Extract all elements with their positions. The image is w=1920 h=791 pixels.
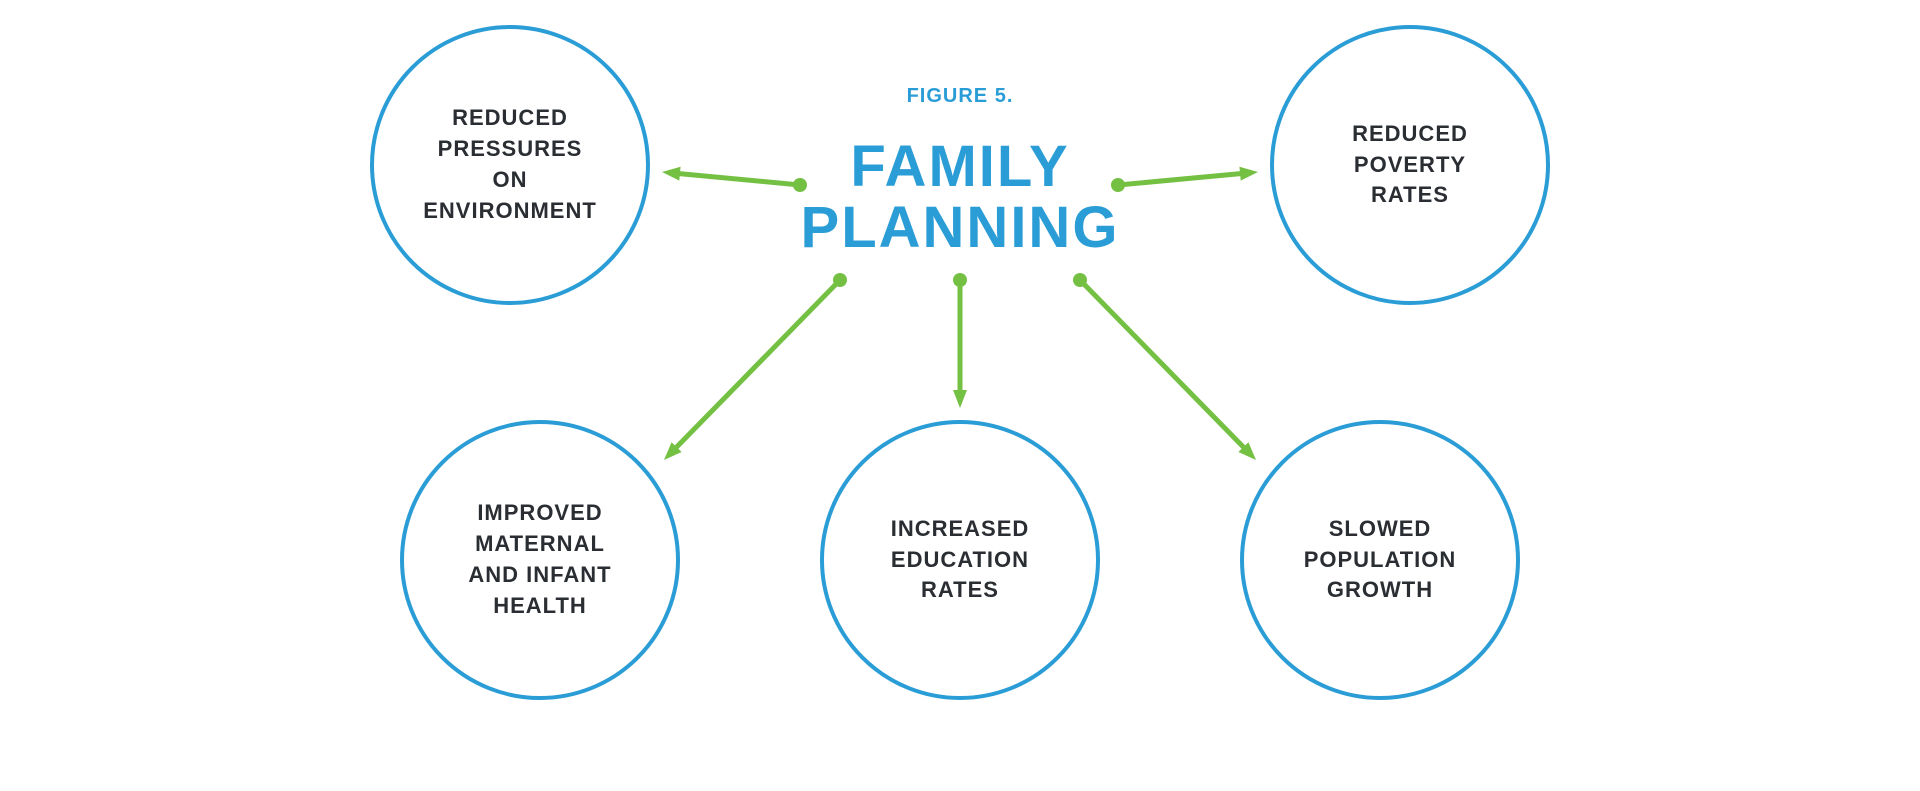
node-education: INCREASED EDUCATION RATES [820, 420, 1100, 700]
node-label-education: INCREASED EDUCATION RATES [891, 514, 1030, 606]
node-label-env: REDUCED PRESSURES ON ENVIRONMENT [423, 103, 597, 226]
node-population: SLOWED POPULATION GROWTH [1240, 420, 1520, 700]
node-poverty: REDUCED POVERTY RATES [1270, 25, 1550, 305]
node-env: REDUCED PRESSURES ON ENVIRONMENT [370, 25, 650, 305]
title-line-1: FAMILY [850, 134, 1069, 199]
node-label-poverty: REDUCED POVERTY RATES [1352, 119, 1468, 211]
diagram-stage: FIGURE 5. FAMILY PLANNING REDUCED PRESSU… [0, 0, 1920, 791]
figure-label: FIGURE 5. [760, 85, 1160, 108]
node-label-maternal: IMPROVED MATERNAL AND INFANT HEALTH [468, 498, 611, 621]
node-maternal: IMPROVED MATERNAL AND INFANT HEALTH [400, 420, 680, 700]
arrow-3 [953, 273, 967, 408]
node-label-population: SLOWED POPULATION GROWTH [1304, 514, 1457, 606]
diagram-title: FAMILY PLANNING [560, 137, 1360, 259]
arrow-4 [1073, 273, 1256, 460]
title-line-2: PLANNING [801, 195, 1120, 260]
arrow-2 [664, 273, 847, 460]
